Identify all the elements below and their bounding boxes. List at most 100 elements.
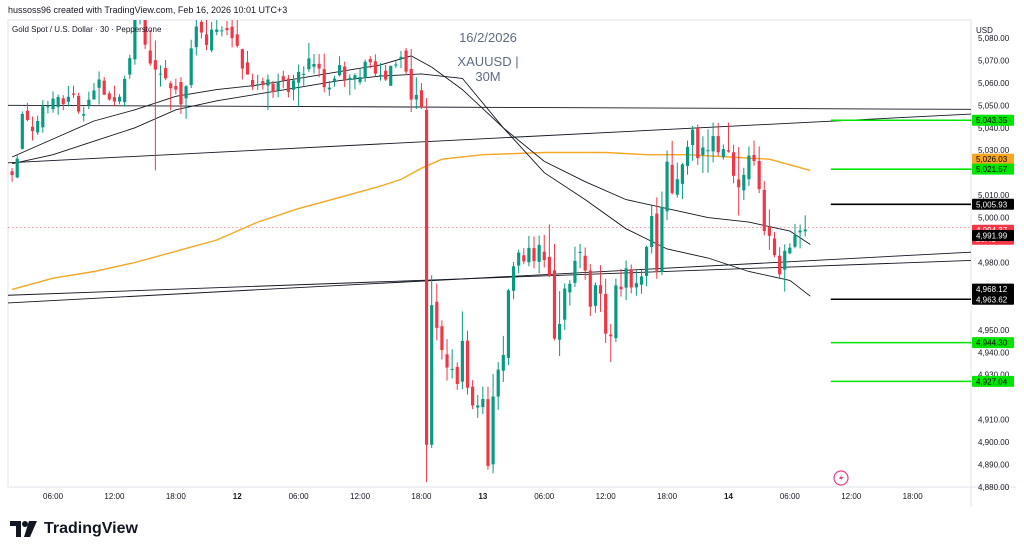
candle (486, 386, 490, 470)
candle-body (685, 146, 690, 166)
candle (322, 53, 326, 93)
candle-body (337, 65, 342, 76)
candle (793, 223, 797, 249)
candle (46, 100, 50, 114)
candle (552, 243, 557, 341)
candle-body (343, 66, 347, 80)
candle (317, 54, 321, 78)
candle-body (363, 61, 367, 79)
candle-body (486, 399, 490, 466)
candle-body (783, 250, 787, 270)
candle (542, 234, 546, 268)
candle-body (46, 106, 50, 108)
candle (174, 78, 178, 95)
candle (189, 39, 193, 89)
candle-body (189, 48, 193, 86)
candle-body (297, 71, 301, 83)
x-tick-label: 18:00 (903, 492, 924, 501)
candle-body (476, 405, 480, 408)
candle-body (389, 65, 393, 86)
candle-body (542, 251, 546, 261)
candle-body (123, 78, 127, 103)
x-tick-label: 06:00 (43, 492, 64, 501)
candle-body (527, 247, 531, 263)
candle-body (77, 95, 81, 112)
candle (112, 85, 117, 106)
candle-body (414, 94, 418, 100)
candle (767, 209, 771, 250)
x-tick-label: 18:00 (166, 492, 187, 501)
price-tag-3: 5,005.93 (972, 198, 1014, 210)
currency-label[interactable]: USD (976, 26, 993, 35)
trendline-0 (8, 104, 971, 110)
candle (537, 235, 541, 274)
candle-body (220, 30, 224, 32)
candle (522, 248, 526, 265)
candle-body (112, 97, 117, 102)
candle (711, 122, 715, 163)
y-tick-label: 4,910.00 (978, 416, 1010, 425)
candle (56, 94, 60, 115)
candle (87, 91, 91, 110)
price-tag-5: 4,991.99 (972, 230, 1014, 242)
candle-body (445, 354, 449, 368)
candle (511, 262, 516, 300)
replay-icon[interactable] (833, 470, 849, 486)
y-tick-label: 5,010.00 (978, 191, 1010, 200)
candle (169, 81, 173, 111)
candle (117, 94, 122, 105)
candle-body (650, 216, 654, 247)
candle (517, 249, 521, 274)
candle-body (251, 79, 255, 87)
time-axis: 06:00 12:00 18:00 12 06:00 12:00 18:00 13 06:00 1… (43, 492, 923, 501)
x-tick-label: 13 (478, 492, 487, 501)
trendline-1 (8, 113, 971, 164)
candle (394, 61, 398, 69)
candle (593, 282, 598, 313)
candle (281, 70, 285, 89)
symbol-header[interactable]: Gold Spot / U.S. Dollar · 30 · Peppersto… (12, 25, 162, 34)
candle-body (598, 285, 603, 294)
candle-body (424, 110, 429, 445)
candle-body (793, 234, 797, 247)
candle-body (578, 251, 582, 253)
candle-body (491, 396, 495, 465)
candle (199, 20, 204, 39)
candle-body (762, 189, 766, 232)
tradingview-logo-icon (10, 521, 37, 537)
price-tag-bg (972, 293, 1014, 305)
candle-body (82, 114, 86, 116)
y-tick-label: 5,000.00 (978, 214, 1010, 223)
y-tick-label: 5,050.00 (978, 101, 1010, 110)
creator-line: hussoss96 created with TradingView.com, … (8, 5, 288, 15)
price-tag-bg (972, 114, 1014, 126)
candle (240, 48, 244, 80)
candle (184, 85, 188, 119)
candle (568, 280, 572, 306)
candle-body (41, 106, 45, 128)
candle-body (322, 69, 326, 88)
candle-body (107, 93, 111, 100)
candle-body (348, 77, 352, 80)
candle (527, 235, 531, 267)
candle (102, 77, 106, 95)
watermark-date: 16/2/2026 (459, 30, 517, 45)
candle-body (133, 20, 137, 60)
price-tag-6: 4,968.12 (972, 283, 1014, 295)
candle (419, 83, 424, 109)
candle-body (10, 171, 14, 176)
brand[interactable]: TradingView (10, 518, 138, 540)
candle (731, 144, 736, 184)
candle (128, 54, 132, 79)
candle (77, 92, 81, 114)
candle (20, 111, 24, 150)
candle (66, 86, 70, 107)
candle-body (747, 155, 751, 180)
candle-body (788, 247, 792, 254)
candle-body (588, 270, 592, 307)
price-tag-8: 4,944.30 (972, 337, 1014, 349)
candle (41, 100, 45, 133)
candle (10, 168, 14, 182)
candle (460, 311, 464, 390)
